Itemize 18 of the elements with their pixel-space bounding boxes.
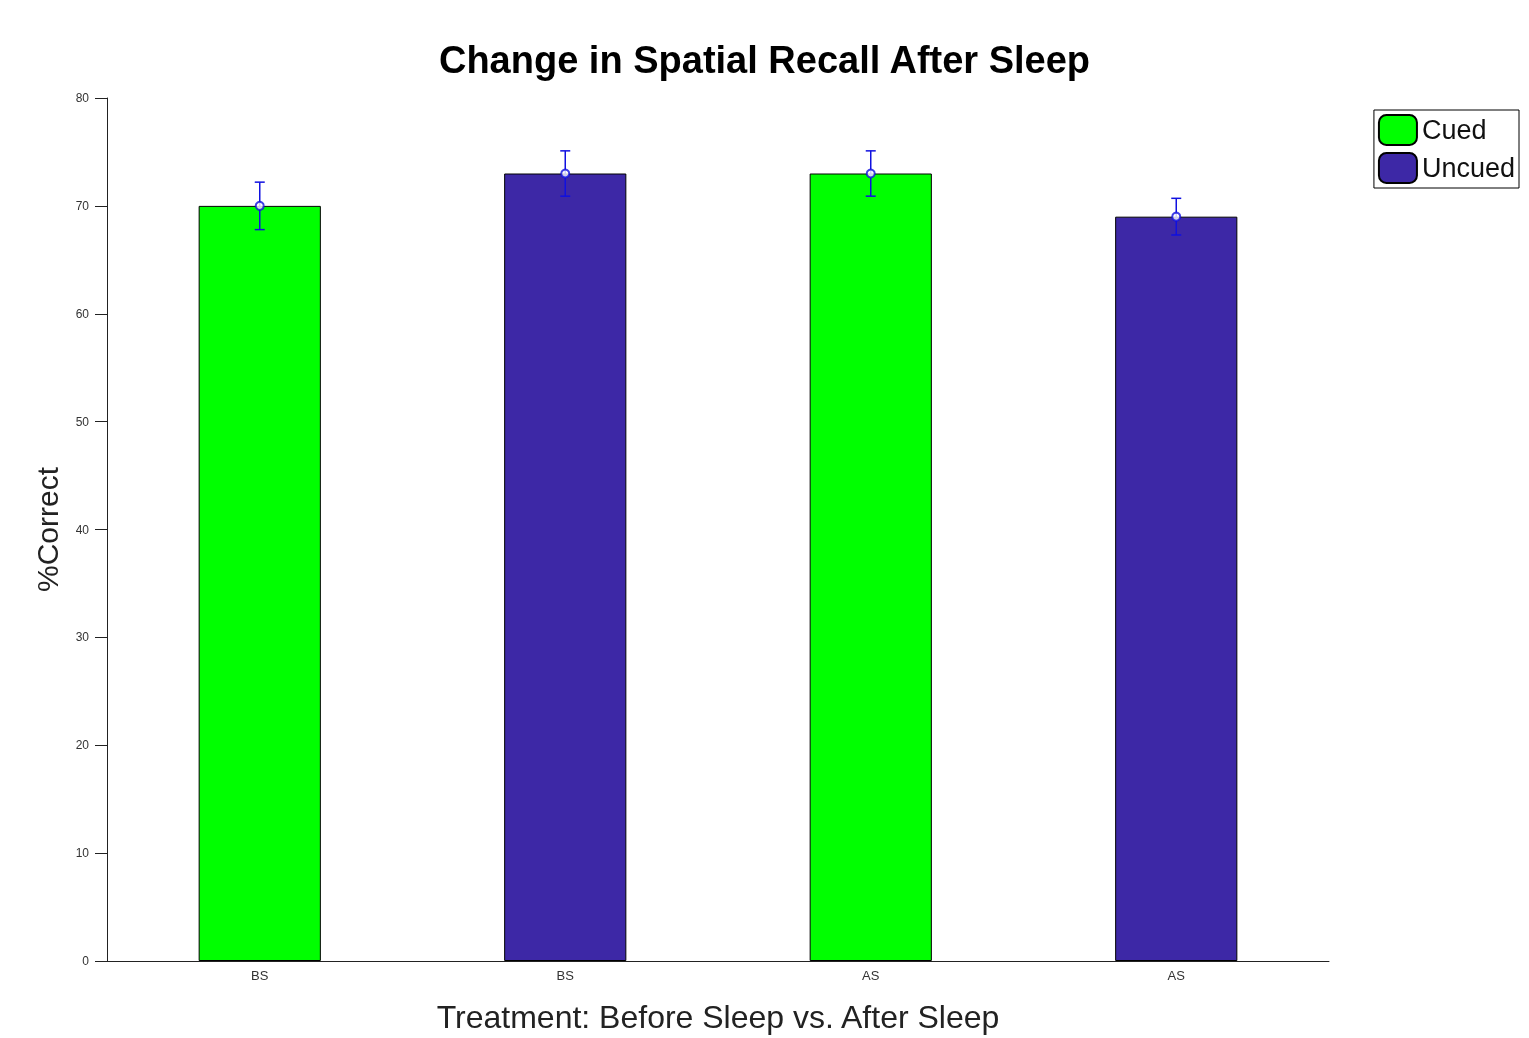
x-axis-title: Treatment: Before Sleep vs. After Sleep	[436, 999, 1000, 1035]
x-tick-label: AS	[1167, 968, 1186, 983]
chart-title: Change in Spatial Recall After Sleep	[438, 39, 1091, 81]
y-axis-title: %Correct	[30, 466, 64, 593]
x-tick-label: AS	[862, 968, 880, 983]
x-tick-label: BS	[556, 968, 575, 983]
y-tick-label: 80	[75, 91, 90, 105]
legend-label: Uncued	[1421, 153, 1516, 183]
y-tick-label: 30	[75, 630, 90, 645]
y-tick-label: 0	[82, 954, 90, 968]
x-tick-label: BS	[251, 968, 269, 983]
y-tick-label: 20	[75, 738, 90, 753]
y-tick-label: 50	[75, 414, 90, 429]
legend-label: Cued	[1421, 115, 1487, 145]
y-tick-label: 60	[75, 306, 90, 321]
y-tick-label: 40	[75, 522, 90, 537]
y-tick-label: 10	[75, 846, 90, 861]
y-tick-label: 70	[75, 198, 90, 213]
